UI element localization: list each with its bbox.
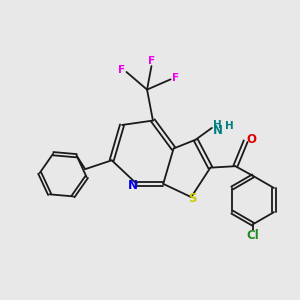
Text: S: S — [188, 192, 197, 205]
Text: F: F — [118, 65, 126, 76]
Text: H: H — [225, 122, 234, 131]
Text: F: F — [172, 73, 179, 83]
Text: H: H — [213, 120, 222, 130]
Text: N: N — [213, 124, 223, 137]
Text: F: F — [148, 56, 155, 66]
Text: Cl: Cl — [247, 229, 260, 242]
Text: N: N — [128, 179, 138, 192]
Text: O: O — [246, 133, 256, 146]
